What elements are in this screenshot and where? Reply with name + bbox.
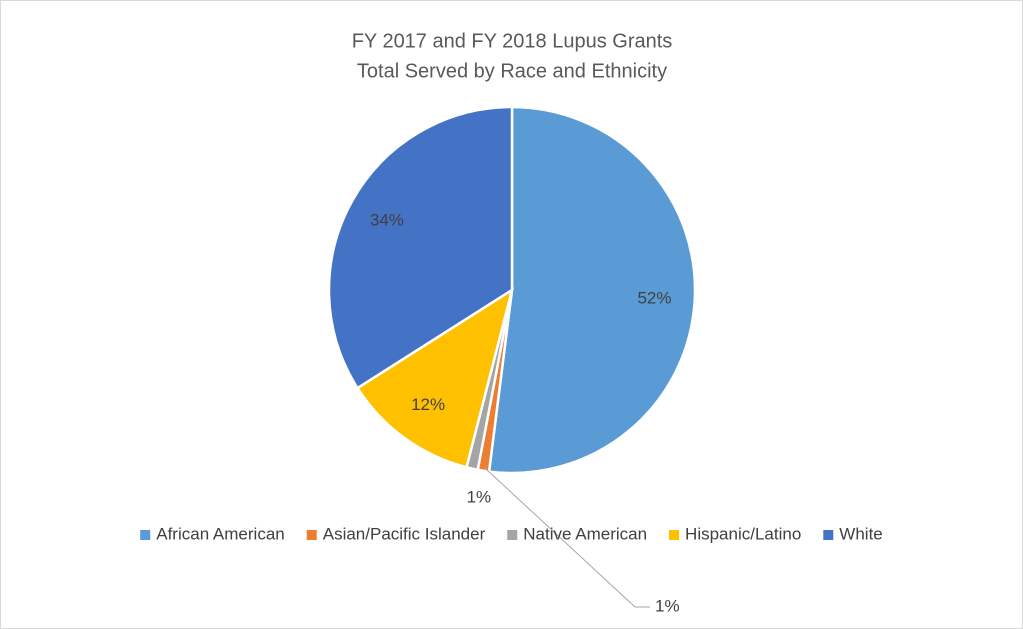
legend-swatch <box>507 530 518 540</box>
legend-swatch <box>140 530 151 540</box>
data-label: 1% <box>467 487 492 506</box>
leader-line <box>483 466 650 608</box>
pie-slice <box>355 287 514 469</box>
pie-slice <box>487 105 697 475</box>
legend-label: White <box>839 524 882 543</box>
legend-label: Native American <box>523 524 647 543</box>
legend-label: Asian/Pacific Islander <box>323 524 486 543</box>
data-label: 52% <box>637 288 671 307</box>
data-label: 34% <box>370 211 404 230</box>
legend-label: African American <box>156 524 285 543</box>
legend-swatch <box>669 530 680 540</box>
data-label: 1% <box>655 596 680 615</box>
data-label: 12% <box>411 395 445 414</box>
chart-title: FY 2017 and FY 2018 Lupus Grants <box>352 30 673 52</box>
legend-swatch <box>306 530 317 540</box>
legend-label: Hispanic/Latino <box>685 524 801 543</box>
pie-slice <box>327 105 514 390</box>
chart-subtitle: Total Served by Race and Ethnicity <box>357 60 667 82</box>
legend-swatch <box>823 530 834 540</box>
